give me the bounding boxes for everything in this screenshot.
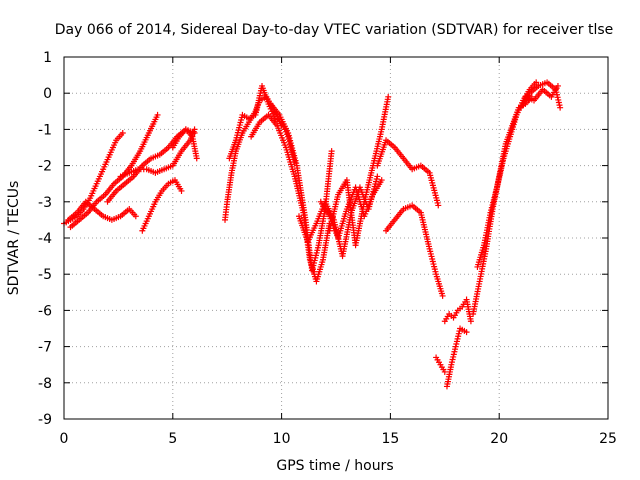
data-point: [467, 318, 474, 325]
data-point: [378, 177, 385, 184]
series-s20: [470, 93, 535, 318]
data-point: [193, 155, 200, 162]
y-tick-label: 1: [43, 50, 52, 66]
y-tick-label: -7: [38, 340, 52, 356]
data-point: [441, 368, 448, 375]
data-point: [533, 79, 540, 86]
y-tick-label: -6: [38, 303, 52, 319]
series-s15: [383, 202, 446, 299]
series-s18: [441, 296, 474, 325]
y-tick-label: 0: [43, 86, 52, 102]
data-point: [435, 202, 442, 209]
y-tick-label: -2: [38, 159, 52, 175]
data-point: [154, 111, 161, 118]
series-s11: [267, 101, 335, 274]
y-tick-label: -3: [38, 195, 52, 211]
x-tick-label: 0: [60, 431, 69, 447]
series-s21: [474, 79, 540, 270]
x-axis-label: GPS time / hours: [276, 458, 393, 474]
plot-frame: [63, 56, 609, 420]
x-tick-label: 5: [168, 431, 177, 447]
series-s14: [317, 177, 385, 241]
series-s7: [169, 126, 200, 162]
y-tick-label: -5: [38, 267, 52, 283]
data-point: [463, 329, 470, 336]
data-point: [328, 148, 335, 155]
series-s3: [65, 198, 139, 223]
data-point: [557, 104, 564, 111]
x-tick-label: 25: [599, 431, 617, 447]
data-point: [178, 187, 185, 194]
data-point: [191, 126, 198, 133]
y-tick-label: -1: [38, 122, 52, 138]
data-point: [385, 93, 392, 100]
series-s6: [139, 177, 185, 234]
y-tick-label: -4: [38, 231, 52, 247]
x-tick-label: 10: [273, 431, 291, 447]
y-tick-label: -8: [38, 376, 52, 392]
series-s4: [104, 126, 198, 205]
x-tick-label: 15: [381, 431, 399, 447]
data-point: [374, 173, 381, 180]
series-s19: [443, 325, 470, 390]
y-axis-label: SDTVAR / TECUs: [6, 181, 22, 296]
data-point: [439, 292, 446, 299]
data-point: [119, 130, 126, 137]
series-s1: [61, 130, 126, 227]
chart-title: Day 066 of 2014, Sidereal Day-to-day VTE…: [55, 22, 614, 38]
data-point: [132, 213, 139, 220]
series-s16: [374, 137, 442, 209]
series-s23: [522, 82, 561, 104]
series-s17: [433, 354, 448, 375]
y-tick-label: -9: [38, 412, 52, 428]
series-s5: [117, 126, 198, 180]
data-point: [554, 82, 561, 89]
data-points: [61, 79, 564, 390]
x-tick-label: 20: [490, 431, 508, 447]
